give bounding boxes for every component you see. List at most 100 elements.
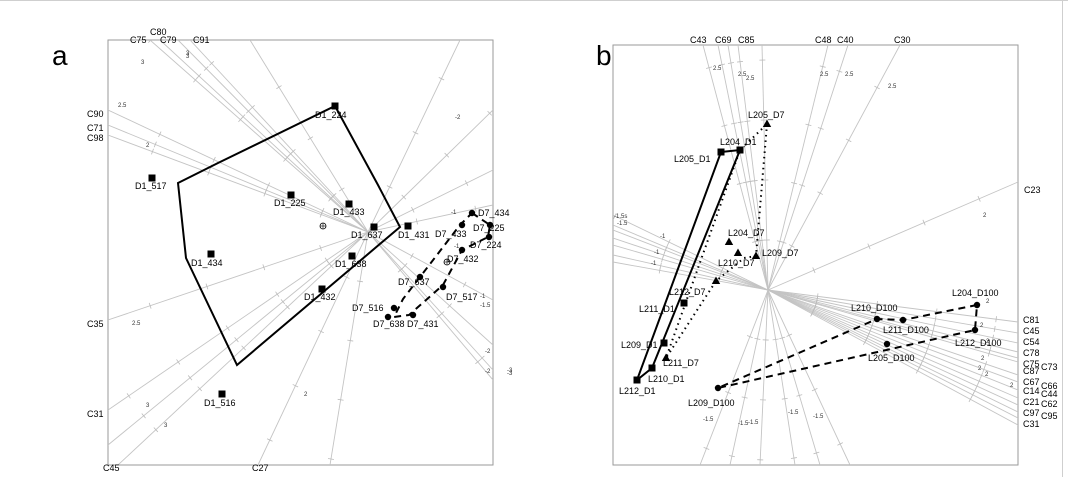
circle-marker — [971, 326, 979, 334]
axis-line — [367, 231, 493, 346]
axis-tick — [246, 108, 251, 114]
axis-tick — [415, 218, 418, 225]
triangle-marker — [661, 353, 671, 361]
point-label-D1_516: D1_516 — [204, 398, 236, 408]
axis-label-C66: C66 — [1041, 381, 1058, 391]
circle-marker — [458, 221, 466, 229]
axis-line — [767, 289, 1018, 323]
axis-tick — [241, 345, 246, 351]
tick-label: -1 — [454, 244, 460, 250]
axis-line — [613, 214, 769, 291]
axis-tick — [977, 195, 981, 202]
axis-tick — [977, 378, 981, 385]
axis-tick — [196, 73, 202, 79]
axis-label-C43: C43 — [690, 35, 707, 45]
axis-tick — [845, 138, 852, 143]
axis-label-C90: C90 — [87, 109, 104, 119]
axis-tick — [837, 442, 844, 446]
tick-label: 2.5 — [713, 66, 722, 72]
axis-label-C40: C40 — [837, 35, 854, 45]
axis-line — [767, 289, 1018, 363]
point-label-D1_224: D1_224 — [315, 110, 347, 120]
axis-tick — [984, 361, 988, 368]
axis-tick — [176, 359, 181, 365]
circle-marker — [416, 273, 424, 281]
circle-marker — [409, 311, 417, 319]
axis-tick — [347, 339, 354, 342]
axis-tick — [744, 120, 751, 123]
axis-tick — [266, 438, 273, 442]
point-label-L209_D7: L209_D7 — [762, 248, 799, 258]
point-label-L211_D1: L211_D1 — [639, 304, 675, 314]
square-marker — [660, 339, 668, 347]
axis-line — [613, 224, 769, 291]
square-marker — [648, 364, 656, 372]
axis-label-C97: C97 — [1023, 408, 1040, 418]
axis-tick — [747, 180, 754, 183]
axis-tick — [193, 77, 198, 83]
axis-tick — [153, 141, 157, 148]
panel-label-a: a — [52, 40, 68, 71]
tick-label: -1.5 — [703, 417, 714, 423]
point-label-D7_432: D7_432 — [447, 254, 479, 264]
point-label-D7_431: D7_431 — [407, 319, 439, 329]
axis-line — [767, 289, 1018, 426]
axis-tick — [187, 375, 193, 381]
axis-line — [108, 109, 369, 233]
axis-tick — [779, 336, 786, 340]
square-marker — [345, 200, 353, 208]
right-border — [1062, 0, 1063, 477]
axis-tick — [727, 62, 734, 64]
point-label-L205_D1: L205_D1 — [674, 154, 711, 164]
axis-tick — [339, 187, 345, 192]
axis-tick — [790, 457, 797, 459]
axis-label-C31: C31 — [87, 409, 104, 419]
axis-tick — [263, 190, 267, 197]
axis-tick — [148, 40, 152, 43]
axis-tick — [756, 239, 763, 242]
square-marker — [331, 102, 339, 110]
tick-label: 3 — [186, 54, 190, 60]
axis-label-C87: C87 — [1023, 366, 1040, 376]
axis-line — [767, 289, 851, 465]
tick-label: 2 — [1010, 383, 1014, 389]
point-label-L211_D100: L211_D100 — [883, 325, 929, 335]
hull-D1 — [176, 104, 402, 367]
axes-a — [108, 40, 493, 465]
circle-marker — [714, 384, 722, 392]
axis-tick — [993, 325, 996, 333]
axis-tick — [462, 281, 467, 288]
axis-tick — [318, 329, 324, 334]
panel-label-b: b — [596, 40, 612, 71]
axis-tick — [817, 191, 824, 195]
axis-label-C98: C98 — [87, 133, 104, 143]
axis-tick — [386, 185, 393, 189]
axis-line — [159, 40, 369, 233]
axis-line — [737, 45, 769, 291]
axis-tick — [410, 253, 414, 259]
group-D7: L205_D7 L204_D7 L210_D7 L209_D7 L212_D7 L211_… — [661, 110, 799, 368]
plot-frame-b — [612, 44, 1019, 466]
point-label-D1_517: D1_517 — [135, 181, 167, 191]
point-label-L209_D100: L209_D100 — [688, 398, 735, 408]
point-label-D7_516: D7_516 — [352, 303, 384, 313]
axis-tick — [319, 245, 322, 251]
tick-label: 2.5 — [118, 103, 127, 109]
axis-label-C14: C14 — [1023, 386, 1040, 396]
axis-tick — [225, 325, 230, 331]
axis-tick — [292, 384, 299, 388]
square-marker — [370, 223, 378, 231]
tick-label: 2 — [304, 392, 308, 398]
point-label-L204_D7: L204_D7 — [728, 228, 765, 238]
axis-line — [767, 45, 849, 291]
circle-marker — [883, 340, 891, 348]
axis-tick — [934, 315, 937, 322]
axis-line — [367, 169, 493, 233]
axis-tick — [658, 267, 661, 274]
axis-tick — [234, 337, 239, 343]
axis-tick — [663, 247, 667, 254]
square-marker — [148, 174, 156, 182]
axis-line — [367, 231, 493, 301]
axis-label-C73: C73 — [1041, 362, 1058, 372]
circle-marker — [384, 313, 392, 321]
